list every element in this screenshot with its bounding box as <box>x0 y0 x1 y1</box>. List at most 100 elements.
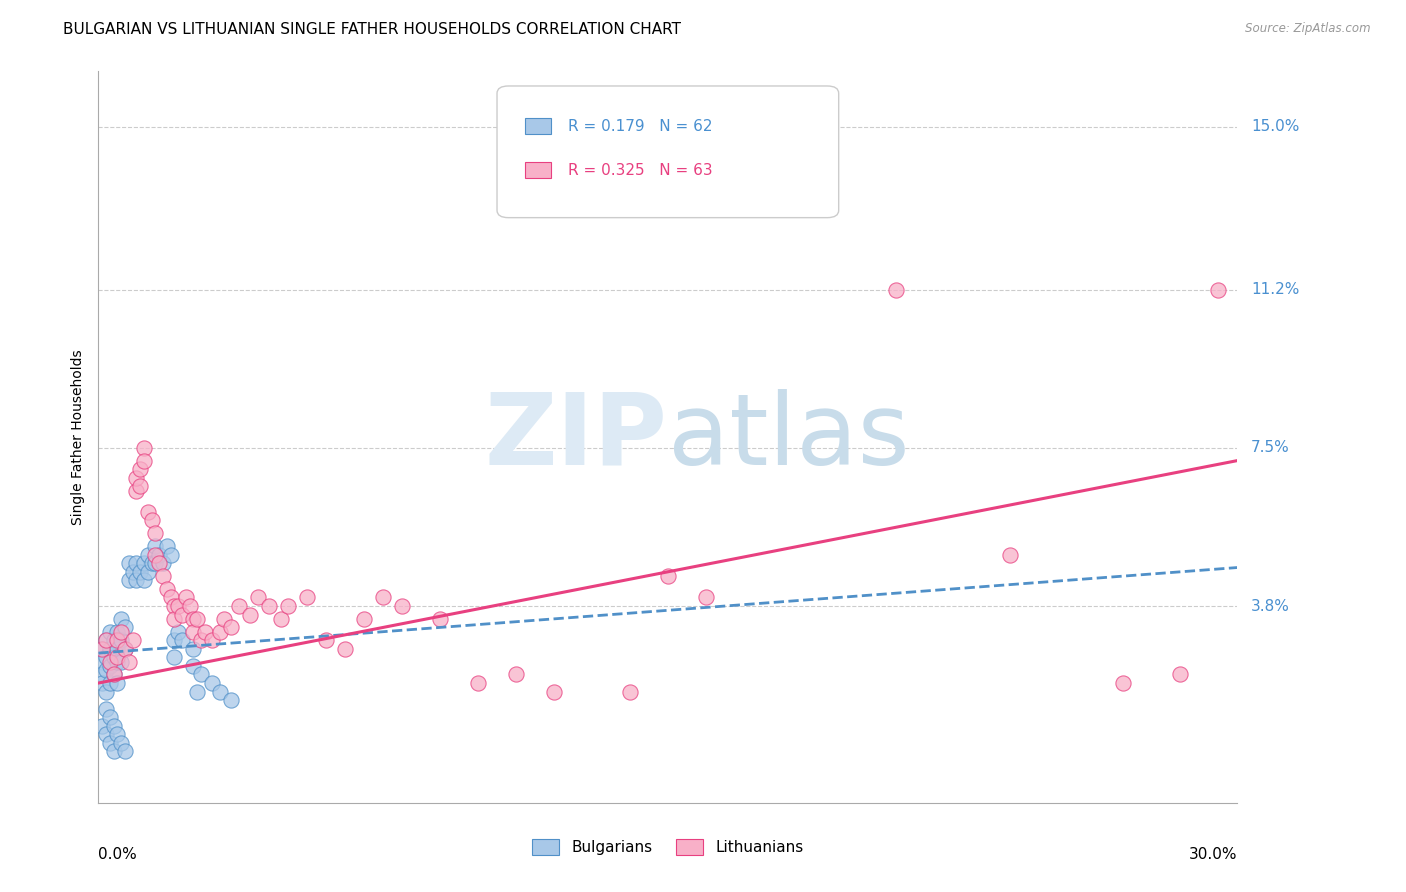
Point <box>208 684 231 698</box>
Point <box>239 607 262 622</box>
Point <box>98 655 121 669</box>
Point <box>163 650 186 665</box>
Point <box>107 641 129 656</box>
FancyBboxPatch shape <box>498 86 839 218</box>
Point <box>98 624 121 639</box>
Point <box>94 684 117 698</box>
Point <box>98 659 121 673</box>
Point <box>353 612 375 626</box>
Point <box>91 719 114 733</box>
Point <box>118 556 141 570</box>
Point <box>91 676 114 690</box>
Point <box>259 599 281 613</box>
Point <box>114 641 136 656</box>
Point <box>194 624 217 639</box>
Point <box>270 612 292 626</box>
Point <box>212 612 235 626</box>
Point <box>884 283 907 297</box>
Point <box>657 569 679 583</box>
Point <box>186 612 208 626</box>
Point <box>114 744 136 758</box>
Point <box>228 599 250 613</box>
Point <box>152 569 174 583</box>
Text: 3.8%: 3.8% <box>1251 599 1291 614</box>
Point <box>125 574 148 588</box>
Point <box>145 526 167 541</box>
Point <box>145 548 167 562</box>
Point <box>91 641 114 656</box>
Point <box>103 650 125 665</box>
Point <box>94 727 117 741</box>
Point <box>129 565 152 579</box>
Point <box>170 607 193 622</box>
Point <box>183 641 205 656</box>
Point <box>315 633 337 648</box>
Point <box>179 599 201 613</box>
Point <box>1170 667 1192 681</box>
Point <box>141 514 163 528</box>
Point <box>1112 676 1135 690</box>
Point <box>152 556 174 570</box>
Point <box>132 556 155 570</box>
Point <box>125 483 148 498</box>
Point <box>136 565 159 579</box>
Text: R = 0.325   N = 63: R = 0.325 N = 63 <box>568 162 713 178</box>
Point <box>129 462 152 476</box>
Point <box>103 667 125 681</box>
Point <box>543 684 565 698</box>
Point <box>159 591 181 605</box>
Point <box>125 556 148 570</box>
FancyBboxPatch shape <box>526 162 551 178</box>
Point <box>118 655 141 669</box>
Point <box>190 667 212 681</box>
Point <box>148 556 170 570</box>
Point <box>91 655 114 669</box>
Point <box>103 744 125 758</box>
Legend: Bulgarians, Lithuanians: Bulgarians, Lithuanians <box>526 833 810 861</box>
Y-axis label: Single Father Households: Single Father Households <box>70 350 84 524</box>
Point <box>110 655 132 669</box>
Point <box>335 641 357 656</box>
Point <box>110 633 132 648</box>
Point <box>695 591 717 605</box>
Point <box>156 582 179 596</box>
Point <box>107 650 129 665</box>
Point <box>98 676 121 690</box>
Point <box>159 548 181 562</box>
Point <box>1208 283 1230 297</box>
Point <box>114 641 136 656</box>
Point <box>148 548 170 562</box>
Point <box>110 736 132 750</box>
Point <box>277 599 299 613</box>
Point <box>163 599 186 613</box>
Point <box>163 633 186 648</box>
Text: R = 0.179   N = 62: R = 0.179 N = 62 <box>568 119 711 134</box>
Point <box>94 633 117 648</box>
Text: Source: ZipAtlas.com: Source: ZipAtlas.com <box>1246 22 1371 36</box>
Point <box>170 633 193 648</box>
Point <box>98 641 121 656</box>
Point <box>91 667 114 681</box>
Point <box>136 548 159 562</box>
Point <box>429 612 451 626</box>
Point <box>103 719 125 733</box>
Point <box>94 633 117 648</box>
Point <box>91 641 114 656</box>
Point <box>107 676 129 690</box>
Point <box>186 684 208 698</box>
Point <box>94 650 117 665</box>
Text: 0.0%: 0.0% <box>98 847 138 862</box>
Point <box>190 633 212 648</box>
Point <box>297 591 319 605</box>
Point <box>221 693 243 707</box>
Point <box>221 620 243 634</box>
Text: ZIP: ZIP <box>485 389 668 485</box>
Point <box>371 591 394 605</box>
Point <box>201 633 224 648</box>
Point <box>467 676 489 690</box>
Point <box>121 565 143 579</box>
Point <box>98 736 121 750</box>
Point <box>107 727 129 741</box>
Text: BULGARIAN VS LITHUANIAN SINGLE FATHER HOUSEHOLDS CORRELATION CHART: BULGARIAN VS LITHUANIAN SINGLE FATHER HO… <box>63 22 682 37</box>
Point <box>118 574 141 588</box>
